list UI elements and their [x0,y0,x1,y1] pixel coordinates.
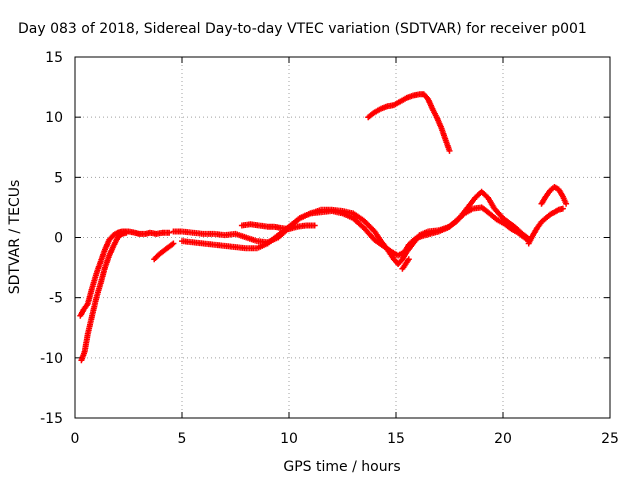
y-tick-label: -10 [40,351,63,367]
y-tick-label: -5 [49,291,63,307]
y-tick-label: -15 [40,411,63,427]
data-point [170,240,177,247]
x-tick-label: 20 [494,431,512,447]
x-tick-label: 0 [71,431,80,447]
axis-ticks: 0 5 10 15 20 25 -15 -10 -5 0 5 10 15 [40,50,619,447]
x-tick-label: 25 [601,431,619,447]
y-tick-label: 10 [45,110,63,126]
series-track-5 [179,204,532,259]
series-track-1 [77,228,173,319]
series-track-9 [538,184,570,207]
data-point [563,200,570,207]
data-point [123,229,130,236]
data-point [311,222,318,229]
data-point [559,205,566,212]
data-point [446,147,453,154]
series-track-2 [78,229,130,364]
series-track-3 [151,240,177,263]
x-axis-label: GPS time / hours [283,459,400,475]
grid-lines [75,57,610,418]
x-tick-label: 10 [280,431,298,447]
chart-title: Day 083 of 2018, Sidereal Day-to-day VTE… [18,21,587,37]
data-point [169,241,176,248]
y-tick-label: 5 [54,170,63,186]
x-tick-label: 15 [387,431,405,447]
data-point [166,229,173,236]
series-track-8 [365,91,453,154]
data-marks [77,91,570,364]
series-track-10 [525,205,566,247]
x-tick-label: 5 [178,431,187,447]
series-track-6 [238,221,318,233]
y-tick-label: 15 [45,50,63,66]
series-track-7 [399,256,412,272]
y-tick-label: 0 [54,231,63,247]
y-axis-label: SDTVAR / TECUs [7,180,23,295]
data-point [405,256,412,263]
series-track-4 [170,188,532,267]
